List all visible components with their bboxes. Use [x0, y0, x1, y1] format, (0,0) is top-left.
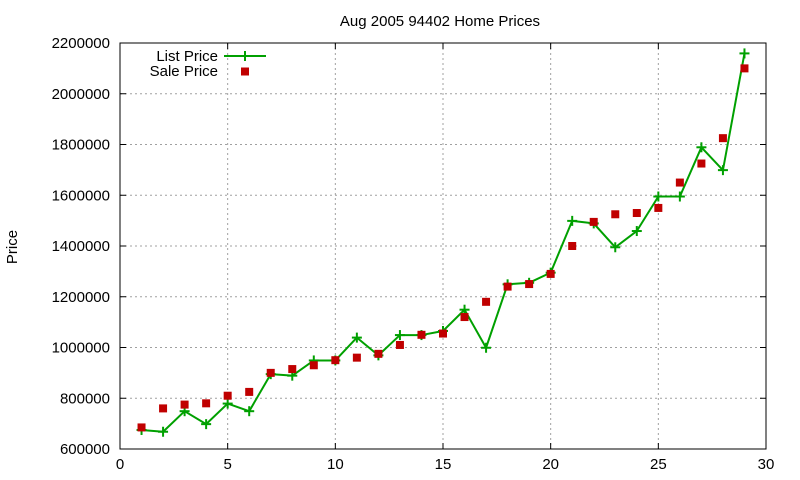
- list-price-point: [610, 242, 621, 253]
- sale-price-point: [309, 361, 318, 370]
- y-tick-label: 800000: [60, 390, 110, 407]
- legend-label-sale-price: Sale Price: [150, 63, 218, 80]
- sale-price-point: [245, 387, 254, 396]
- sale-price-point: [202, 399, 211, 408]
- list-price-point: [158, 426, 169, 437]
- legend-marker-sale-price: [241, 67, 249, 76]
- sale-price-point: [568, 242, 577, 250]
- list-price-point: [653, 191, 664, 202]
- sale-price-point: [288, 365, 297, 374]
- x-tick-label: 15: [435, 456, 452, 473]
- sale-price-point: [546, 269, 555, 278]
- sale-price-point: [611, 210, 620, 219]
- list-price-point: [696, 142, 707, 153]
- sale-price-point: [482, 297, 491, 306]
- y-tick-label: 1600000: [52, 187, 110, 204]
- y-tick-label: 1200000: [52, 289, 110, 306]
- sale-price-point: [159, 404, 168, 413]
- list-price-point: [674, 191, 685, 202]
- y-tick-label: 1800000: [52, 137, 110, 154]
- list-price-point: [222, 398, 233, 409]
- sale-price-point: [675, 178, 684, 187]
- sale-price-point: [417, 330, 426, 339]
- legend: List Price Sale Price: [150, 48, 266, 80]
- sale-price-point: [137, 423, 146, 432]
- list-price-point: [459, 304, 470, 315]
- list-price-point: [244, 406, 255, 417]
- list-price-point: [739, 48, 750, 59]
- series-layer: [136, 48, 750, 437]
- sale-price-point: [395, 340, 404, 349]
- x-tick-label: 30: [758, 456, 775, 473]
- y-tick-label: 600000: [60, 441, 110, 458]
- grid: [120, 43, 766, 449]
- sale-price-point: [740, 64, 749, 73]
- list-price-point: [351, 332, 362, 343]
- y-tick-label: 1000000: [52, 340, 110, 357]
- legend-marker-list-price: [240, 51, 250, 61]
- list-price-point: [394, 330, 405, 341]
- sale-price-point: [439, 329, 447, 338]
- list-price-point: [631, 226, 642, 237]
- axis-ticks: 0 5 10 15 20 25 30 600000 800000 1000000 1200000 14…: [52, 35, 775, 473]
- x-tick-label: 25: [650, 456, 667, 473]
- list-price-point: [717, 165, 728, 176]
- x-tick-label: 20: [542, 456, 559, 473]
- x-tick-label: 0: [116, 456, 124, 473]
- sale-price-point: [180, 400, 189, 409]
- x-tick-label: 10: [327, 456, 344, 473]
- list-price-point: [201, 419, 212, 430]
- sale-price-point: [352, 353, 361, 362]
- list-price-point: [567, 215, 578, 226]
- sale-price-point: [697, 159, 706, 168]
- x-tick-label: 5: [223, 456, 231, 473]
- sale-price-point: [374, 349, 383, 358]
- sale-price-point: [654, 203, 663, 212]
- sale-price-point: [223, 391, 232, 400]
- sale-price-point: [331, 356, 340, 365]
- y-axis-label: Price: [4, 230, 21, 264]
- sale-price-point: [525, 280, 534, 289]
- y-tick-label: 1400000: [52, 238, 110, 255]
- sale-price-point: [718, 134, 727, 143]
- y-tick-label: 2200000: [52, 35, 110, 52]
- list-price-point: [481, 342, 492, 353]
- chart-title: Aug 2005 94402 Home Prices: [340, 13, 540, 30]
- legend-label-list-price: List Price: [156, 48, 218, 65]
- sale-price-point: [589, 217, 598, 226]
- y-tick-label: 2000000: [52, 86, 110, 103]
- sale-price-point: [503, 282, 512, 291]
- sale-price-point: [632, 209, 641, 218]
- sale-price-point: [460, 313, 469, 322]
- sale-price-point: [266, 368, 275, 377]
